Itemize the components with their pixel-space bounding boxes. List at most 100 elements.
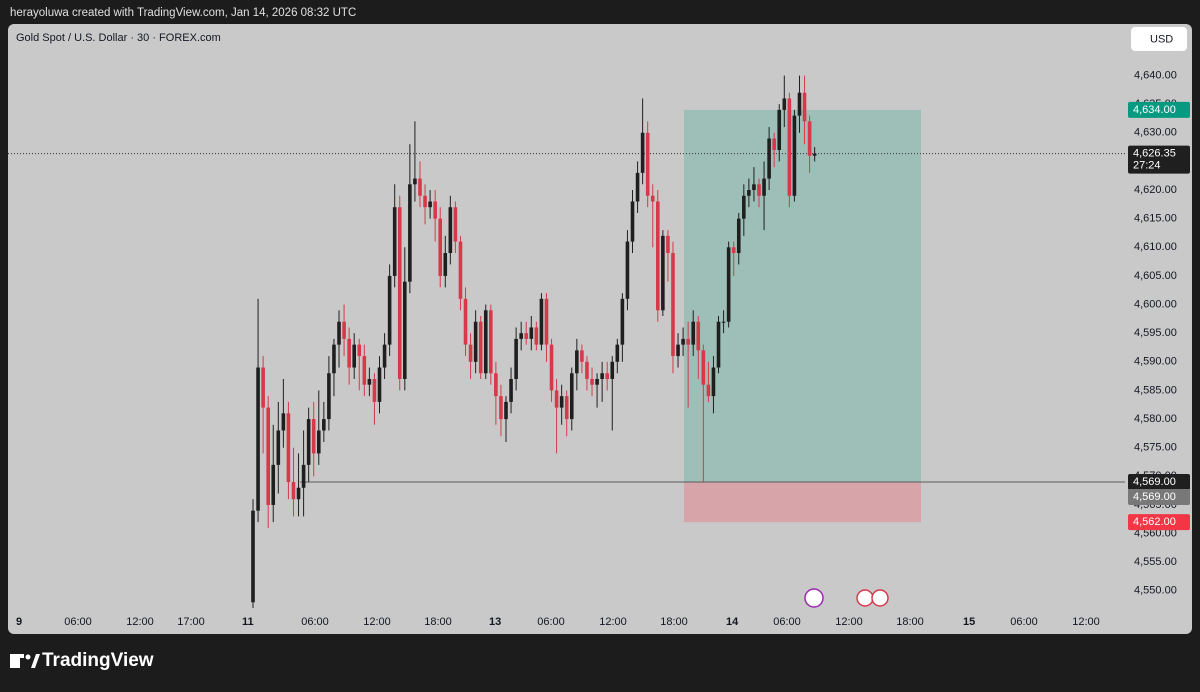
candle-body bbox=[322, 419, 326, 431]
candle-body bbox=[281, 413, 286, 431]
candle-body bbox=[377, 367, 382, 402]
y-tick-label: 4,575.00 bbox=[1134, 442, 1177, 454]
candle-body bbox=[423, 195, 427, 208]
candle-body bbox=[691, 321, 696, 345]
stop-label: 4,562.00 bbox=[1133, 516, 1176, 528]
y-tick-label: 4,600.00 bbox=[1134, 298, 1177, 310]
entry-label-box bbox=[1128, 489, 1190, 506]
candle-body bbox=[413, 178, 417, 185]
candle-body bbox=[787, 98, 792, 196]
candle-body bbox=[696, 321, 701, 351]
candle-body bbox=[534, 327, 539, 345]
brand: TradingView bbox=[42, 650, 154, 671]
candle-body bbox=[483, 310, 488, 374]
candle-body bbox=[519, 333, 523, 339]
profit-zone bbox=[684, 109, 921, 483]
candle-body bbox=[676, 344, 680, 357]
candle-body bbox=[448, 207, 453, 254]
chart-panel bbox=[8, 24, 1192, 634]
y-tick-label: 4,590.00 bbox=[1134, 356, 1177, 368]
loss-zone bbox=[684, 482, 921, 523]
candle-body bbox=[812, 153, 817, 156]
candle-body bbox=[271, 464, 276, 505]
candle-body bbox=[453, 207, 458, 242]
currency: USD bbox=[1150, 33, 1173, 45]
candle-body bbox=[306, 419, 311, 465]
x-tick-label: 11 bbox=[242, 616, 254, 628]
candle-body bbox=[301, 464, 306, 488]
candle-body bbox=[807, 121, 812, 156]
event-icon[interactable] bbox=[856, 589, 874, 607]
candle-body bbox=[580, 350, 584, 362]
candle-body bbox=[757, 184, 761, 196]
candle-body bbox=[372, 378, 377, 402]
y-tick-label: 4,610.00 bbox=[1134, 241, 1177, 253]
y-tick-label: 4,580.00 bbox=[1134, 413, 1177, 425]
x-tick-label: 9 bbox=[16, 616, 22, 628]
candle-body bbox=[347, 338, 351, 368]
x-tick-label: 12:00 bbox=[363, 616, 391, 628]
x-tick-label: 06:00 bbox=[1010, 616, 1038, 628]
credit: herayoluwa created with TradingView.com,… bbox=[10, 7, 356, 19]
entry-label: 4,569.00 bbox=[1133, 491, 1176, 503]
y-tick-label: 4,615.00 bbox=[1134, 213, 1177, 225]
events bbox=[804, 588, 889, 608]
y-tick-label: 4,585.00 bbox=[1134, 384, 1177, 396]
x-tick-label: 18:00 bbox=[424, 616, 452, 628]
x-tick-label: 06:00 bbox=[773, 616, 801, 628]
logo bbox=[10, 654, 40, 668]
candle-body bbox=[291, 482, 296, 500]
candle-body bbox=[610, 361, 615, 379]
hline-label: 4,569.00 bbox=[1133, 476, 1176, 488]
candle-body bbox=[615, 344, 620, 362]
candle-body bbox=[489, 310, 493, 374]
candle-body bbox=[747, 190, 751, 196]
candle-body bbox=[797, 92, 802, 116]
candle-body bbox=[792, 115, 797, 196]
x-tick-label: 18:00 bbox=[896, 616, 924, 628]
candle-body bbox=[590, 378, 594, 385]
candle-body bbox=[650, 195, 655, 202]
countdown: 27:24 bbox=[1133, 160, 1161, 172]
y-tick-label: 4,560.00 bbox=[1134, 527, 1177, 539]
y-tick-label: 4,550.00 bbox=[1134, 585, 1177, 597]
candle-body bbox=[463, 298, 468, 345]
candle-body bbox=[600, 373, 604, 379]
candle-body bbox=[559, 396, 564, 408]
candle-body bbox=[802, 92, 807, 122]
candle-body bbox=[256, 367, 260, 511]
candle-body bbox=[266, 407, 270, 505]
candle-body bbox=[671, 253, 675, 357]
x-tick-label: 13 bbox=[489, 616, 501, 628]
candle-body bbox=[585, 361, 589, 379]
candle-body bbox=[357, 344, 362, 357]
candle-body bbox=[656, 201, 660, 311]
y-tick-label: 4,640.00 bbox=[1134, 69, 1177, 81]
candle-body bbox=[397, 207, 402, 379]
last-price-label: 4,626.35 bbox=[1133, 148, 1176, 160]
candle-body bbox=[635, 172, 640, 202]
candle-body bbox=[640, 132, 645, 173]
currency-button[interactable] bbox=[1131, 27, 1187, 51]
candle-body bbox=[524, 333, 529, 339]
candle-body bbox=[529, 327, 534, 339]
candle-body bbox=[311, 419, 316, 454]
candle-body bbox=[499, 396, 503, 420]
candle-body bbox=[403, 281, 407, 379]
y-tick-label: 4,630.00 bbox=[1134, 127, 1177, 139]
y-tick-label: 4,605.00 bbox=[1134, 270, 1177, 282]
x-tick-label: 14 bbox=[726, 616, 739, 628]
target-label-box bbox=[1128, 101, 1190, 118]
candle-body bbox=[721, 321, 726, 323]
candle-body bbox=[504, 401, 508, 420]
logo-mark bbox=[10, 654, 24, 658]
candle-body bbox=[327, 373, 331, 420]
candle-body bbox=[276, 430, 281, 465]
x-tick-label: 06:00 bbox=[537, 616, 565, 628]
event-icon[interactable] bbox=[871, 589, 889, 607]
event-icon[interactable] bbox=[804, 588, 824, 608]
candle-body bbox=[620, 298, 625, 345]
candle-body bbox=[681, 338, 685, 345]
candle-body bbox=[701, 350, 706, 385]
candle-body bbox=[509, 378, 513, 402]
